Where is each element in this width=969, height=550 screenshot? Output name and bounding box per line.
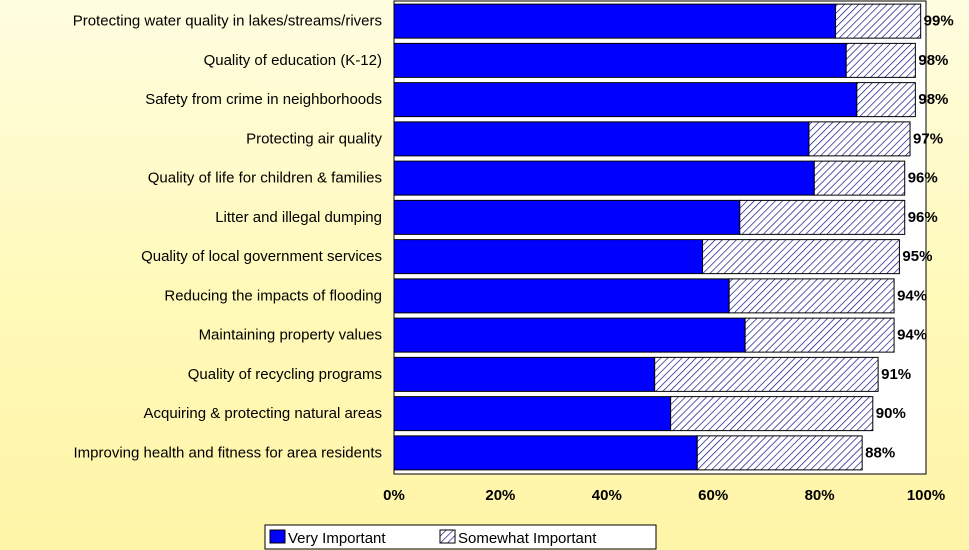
plot-area <box>393 0 927 475</box>
bar-very-important <box>393 3 837 39</box>
category-label: Improving health and fitness for area re… <box>73 444 382 461</box>
bar-very-important <box>393 239 704 275</box>
total-label: 94% <box>897 287 927 304</box>
x-tick-label: 100% <box>907 487 945 504</box>
legend-box <box>264 524 657 550</box>
x-tick-label: 60% <box>698 487 728 504</box>
bar-somewhat-important <box>739 199 906 235</box>
total-labels: 99% 98% 98% 97% 96% 96% 95% 94% 94% 91% 90% 88% <box>865 13 954 462</box>
total-label: 95% <box>902 248 932 265</box>
category-label: Quality of local government services <box>141 248 382 265</box>
bar-somewhat-important <box>654 356 879 392</box>
bar-very-important <box>393 121 810 157</box>
category-label: Quality of recycling programs <box>188 366 382 383</box>
bar-somewhat-important <box>845 42 916 78</box>
legend-label-somewhat-important: Somewhat Important <box>458 530 597 547</box>
total-label: 91% <box>881 366 911 383</box>
total-label: 99% <box>924 13 954 30</box>
category-label: Quality of education (K-12) <box>204 52 382 69</box>
category-label: Protecting air quality <box>246 130 382 147</box>
x-tick-label: 20% <box>485 487 515 504</box>
total-label: 96% <box>908 170 938 187</box>
total-label: 98% <box>918 91 948 108</box>
total-label: 88% <box>865 444 895 461</box>
bar-somewhat-important <box>696 435 863 471</box>
bar-very-important <box>393 82 858 118</box>
total-label: 94% <box>897 327 927 344</box>
bar-very-important <box>393 160 815 196</box>
bar-somewhat-important <box>808 121 911 157</box>
bar-very-important <box>393 42 847 78</box>
legend-swatch-very-important <box>269 529 286 544</box>
bar-very-important <box>393 278 730 314</box>
x-tick-label: 40% <box>592 487 622 504</box>
legend-swatch-somewhat-important <box>439 529 456 544</box>
bar-somewhat-important <box>856 82 916 118</box>
category-label: Reducing the impacts of flooding <box>164 287 382 304</box>
bar-very-important <box>393 317 746 353</box>
bar-somewhat-important <box>728 278 895 314</box>
x-tick-label: 0% <box>383 487 405 504</box>
category-label: Quality of life for children & families <box>148 170 382 187</box>
category-label: Maintaining property values <box>199 327 382 344</box>
category-label: Safety from crime in neighborhoods <box>145 91 382 108</box>
bar-somewhat-important <box>813 160 906 196</box>
category-label: Litter and illegal dumping <box>215 209 382 226</box>
bar-somewhat-important <box>702 239 900 275</box>
bar-very-important <box>393 199 741 235</box>
legend: Very Important Somewhat Important <box>264 524 657 550</box>
total-label: 98% <box>918 52 948 69</box>
bars <box>393 3 922 471</box>
bar-very-important <box>393 396 672 432</box>
total-label: 90% <box>876 405 906 422</box>
x-tick-label: 80% <box>805 487 835 504</box>
category-label: Protecting water quality in lakes/stream… <box>73 13 382 30</box>
category-labels: Protecting water quality in lakes/stream… <box>73 13 383 462</box>
category-label: Acquiring & protecting natural areas <box>144 405 382 422</box>
legend-label-very-important: Very Important <box>288 530 386 547</box>
total-label: 97% <box>913 130 943 147</box>
bar-somewhat-important <box>835 3 922 39</box>
bar-somewhat-important <box>744 317 895 353</box>
bar-very-important <box>393 435 698 471</box>
bar-somewhat-important <box>670 396 874 432</box>
x-axis-ticks: 0% 20% 40% 60% 80% 100% <box>383 487 945 504</box>
bar-very-important <box>393 356 656 392</box>
total-label: 96% <box>908 209 938 226</box>
